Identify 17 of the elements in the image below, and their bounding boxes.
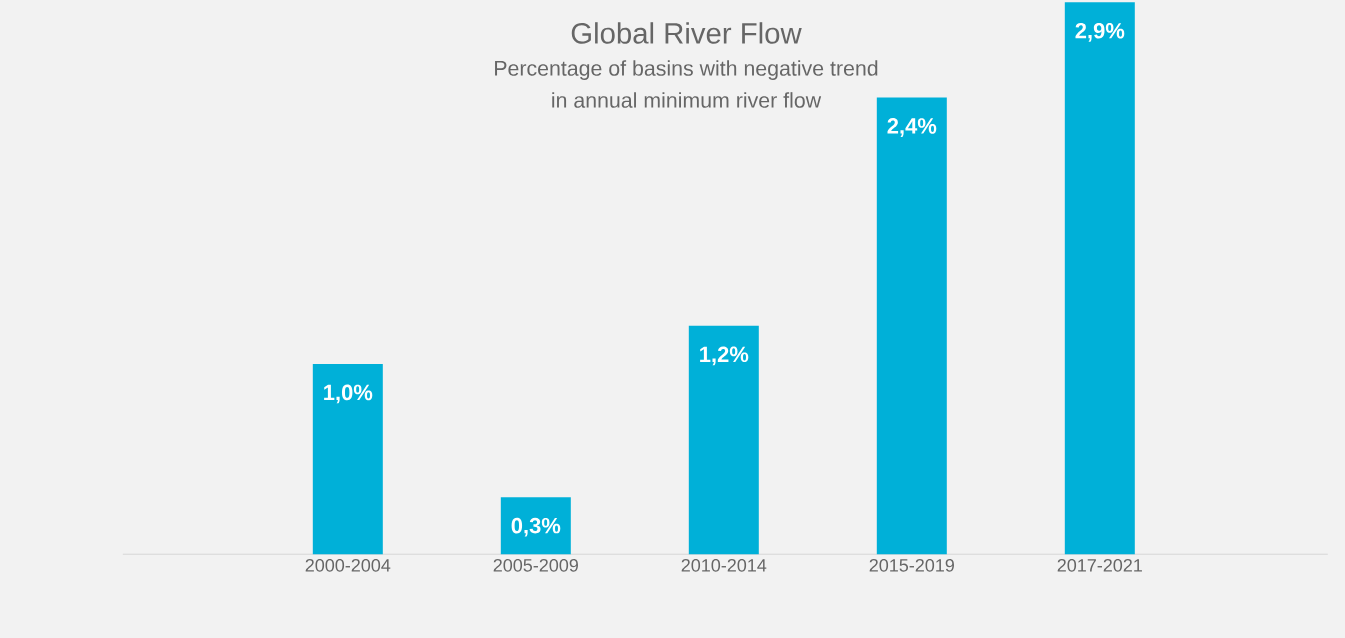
- x-tick-label: 2000-2004: [305, 558, 391, 572]
- bar: [1064, 2, 1135, 555]
- data-label: 2,4%: [887, 118, 937, 137]
- x-tick-label: 2017-2021: [1057, 558, 1142, 572]
- bar: [876, 97, 947, 555]
- x-tick-label: 2010-2014: [681, 558, 767, 572]
- bar: [688, 325, 759, 555]
- data-label: 1,0%: [324, 384, 373, 404]
- data-label: 0,3%: [511, 517, 561, 537]
- data-label: 1,2%: [700, 346, 749, 366]
- text: Global River Flow: [571, 22, 802, 44]
- text: Percentage of basins with negative trend in annual minimum river flow: [495, 60, 878, 108]
- bar: [500, 497, 571, 555]
- bar: [312, 363, 383, 555]
- data-label: 2,9%: [1075, 22, 1125, 42]
- x-tick-label: 2015-2019: [869, 558, 954, 572]
- x-tick-label: 2005-2009: [493, 558, 578, 572]
